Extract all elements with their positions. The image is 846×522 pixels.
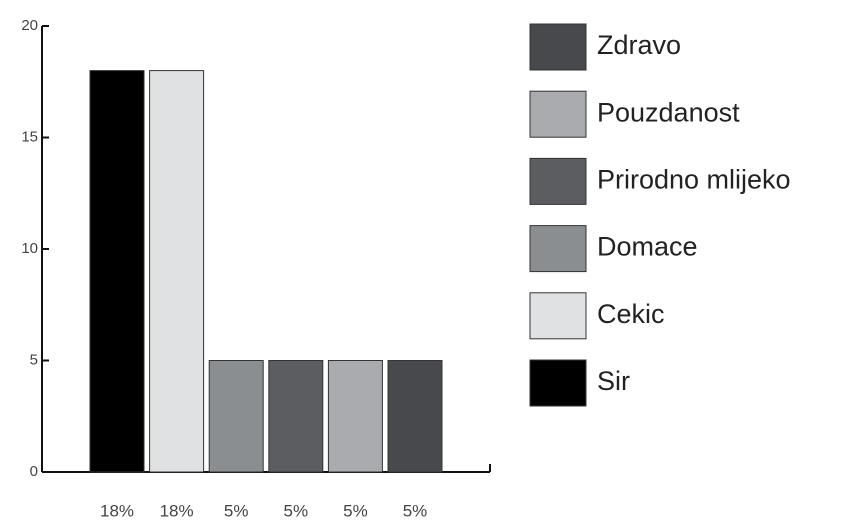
bar <box>268 360 324 473</box>
value-label: 5% <box>343 501 368 520</box>
value-label: 5% <box>284 501 309 520</box>
legend-swatch <box>529 90 587 138</box>
legend-swatch <box>529 359 587 407</box>
legend-label: Sir <box>597 366 630 396</box>
legend-swatch <box>529 23 587 71</box>
bar <box>327 360 383 473</box>
value-label: 18% <box>160 501 194 520</box>
value-label: 18% <box>100 501 134 520</box>
y-tick-label: 0 <box>30 463 38 480</box>
legend-swatch <box>529 157 587 205</box>
bar <box>89 70 145 473</box>
y-tick-label: 15 <box>21 128 38 145</box>
legend-label: Domace <box>597 232 698 262</box>
legend-label: Pouzdanost <box>597 97 740 127</box>
value-label: 5% <box>403 501 428 520</box>
bar <box>208 360 264 473</box>
y-tick-label: 10 <box>21 240 38 257</box>
legend-swatch <box>529 225 587 273</box>
bar <box>387 360 443 473</box>
legend-swatch <box>529 292 587 340</box>
value-label: 5% <box>224 501 249 520</box>
legend-label: Cekic <box>597 299 665 329</box>
bar <box>149 70 205 473</box>
legend-label: Zdravo <box>597 30 681 60</box>
y-tick-label: 20 <box>21 17 38 34</box>
y-tick-label: 5 <box>30 351 38 368</box>
legend-label: Prirodno mlijeko <box>597 165 791 195</box>
